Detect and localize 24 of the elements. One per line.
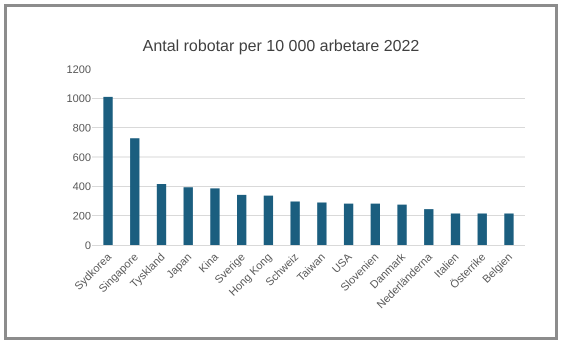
bar [424,209,434,245]
bar [370,204,380,245]
bar [210,188,220,245]
bar [264,196,274,245]
bar [317,202,327,245]
bar [290,201,300,245]
bar [344,204,354,245]
bar [156,184,166,245]
y-tick-label: 0 [84,240,91,252]
y-tick-label: 400 [72,181,91,194]
bar [237,194,246,245]
bar [130,138,140,245]
bar [478,213,487,245]
bar [450,213,460,245]
bar [397,204,407,245]
bar [504,213,514,245]
y-tick-label: 600 [72,152,91,164]
y-tick-label: 1200 [66,64,91,76]
bar [184,187,193,245]
chart-title: Antal robotar per 10 000 arbetare 2022 [142,38,420,56]
y-tick-label: 200 [72,210,91,223]
y-tick-label: 800 [72,122,91,135]
y-tick-label: 1000 [66,93,91,106]
bar [103,96,113,245]
